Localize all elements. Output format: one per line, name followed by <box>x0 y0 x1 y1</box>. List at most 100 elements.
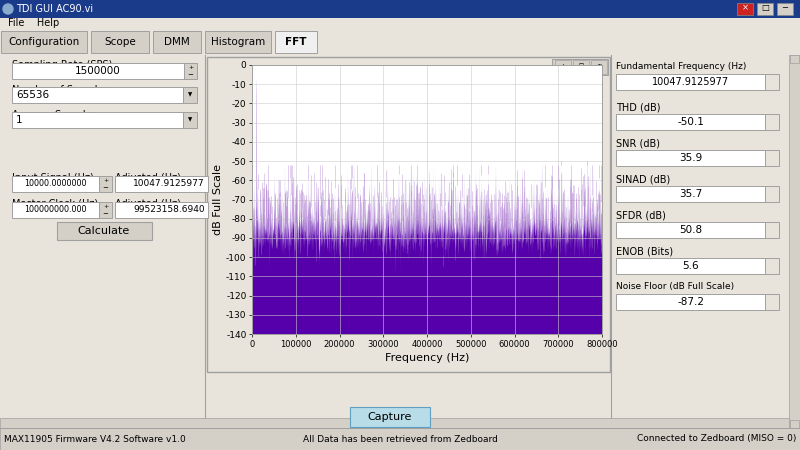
FancyBboxPatch shape <box>184 63 197 79</box>
Text: 35.9: 35.9 <box>679 153 702 163</box>
Text: Number of Samples: Number of Samples <box>12 85 109 95</box>
FancyBboxPatch shape <box>12 176 99 192</box>
Text: ▼: ▼ <box>188 93 192 98</box>
FancyBboxPatch shape <box>616 258 765 274</box>
Text: 1500000: 1500000 <box>75 66 121 76</box>
FancyBboxPatch shape <box>616 74 765 90</box>
FancyBboxPatch shape <box>205 31 271 53</box>
Text: 🔍: 🔍 <box>578 63 583 72</box>
FancyBboxPatch shape <box>790 420 799 428</box>
Text: -50.1: -50.1 <box>677 117 704 127</box>
Text: ⚙: ⚙ <box>595 63 602 72</box>
FancyBboxPatch shape <box>99 202 112 218</box>
FancyBboxPatch shape <box>790 55 799 63</box>
Text: 10000.0000000: 10000.0000000 <box>24 180 86 189</box>
Text: Histogram: Histogram <box>211 37 265 47</box>
FancyBboxPatch shape <box>757 3 773 15</box>
FancyBboxPatch shape <box>765 150 779 166</box>
FancyBboxPatch shape <box>616 222 765 238</box>
FancyBboxPatch shape <box>591 60 607 74</box>
FancyBboxPatch shape <box>183 87 197 103</box>
Text: File    Help: File Help <box>8 18 59 28</box>
FancyBboxPatch shape <box>737 3 753 15</box>
Text: −: − <box>102 211 109 217</box>
FancyBboxPatch shape <box>91 31 149 53</box>
Text: Scope: Scope <box>104 37 136 47</box>
Text: ENOB (Bits): ENOB (Bits) <box>616 246 673 256</box>
FancyBboxPatch shape <box>555 60 571 74</box>
FancyBboxPatch shape <box>0 0 800 18</box>
FancyBboxPatch shape <box>765 258 779 274</box>
Text: 50.8: 50.8 <box>679 225 702 235</box>
Text: FFT: FFT <box>286 37 306 47</box>
FancyBboxPatch shape <box>115 176 208 192</box>
FancyBboxPatch shape <box>1 31 87 53</box>
Text: Configuration: Configuration <box>8 37 80 47</box>
Text: 1: 1 <box>16 115 22 125</box>
FancyBboxPatch shape <box>765 114 779 130</box>
FancyBboxPatch shape <box>115 202 208 218</box>
FancyBboxPatch shape <box>12 87 183 103</box>
FancyBboxPatch shape <box>207 57 610 372</box>
Text: +: + <box>188 65 193 70</box>
FancyBboxPatch shape <box>765 294 779 310</box>
Text: SFDR (dB): SFDR (dB) <box>616 210 666 220</box>
Text: Calculate: Calculate <box>78 226 130 236</box>
FancyBboxPatch shape <box>12 63 184 79</box>
FancyBboxPatch shape <box>0 18 800 30</box>
FancyBboxPatch shape <box>552 59 608 75</box>
X-axis label: Frequency (Hz): Frequency (Hz) <box>385 353 469 363</box>
FancyBboxPatch shape <box>99 176 112 192</box>
Text: −: − <box>782 3 789 12</box>
FancyBboxPatch shape <box>153 31 201 53</box>
Text: Input Signal (Hz): Input Signal (Hz) <box>12 173 94 183</box>
Text: 35.7: 35.7 <box>679 189 702 199</box>
Text: 10047.9125977: 10047.9125977 <box>134 180 205 189</box>
Text: Connected to Zedboard (MISO = 0): Connected to Zedboard (MISO = 0) <box>637 435 796 444</box>
FancyBboxPatch shape <box>616 294 765 310</box>
FancyBboxPatch shape <box>0 30 800 55</box>
Text: +: + <box>559 63 566 72</box>
Text: Average Samples: Average Samples <box>12 110 97 120</box>
Text: Fundamental Frequency (Hz): Fundamental Frequency (Hz) <box>616 62 746 71</box>
FancyBboxPatch shape <box>275 31 317 53</box>
Y-axis label: dB Full Scale: dB Full Scale <box>213 164 223 235</box>
Text: SNR (dB): SNR (dB) <box>616 138 660 148</box>
FancyBboxPatch shape <box>777 3 793 15</box>
Text: THD (dB): THD (dB) <box>616 102 661 112</box>
Text: ×: × <box>742 3 749 12</box>
Text: □: □ <box>761 3 769 12</box>
Text: Noise Floor (dB Full Scale): Noise Floor (dB Full Scale) <box>616 282 734 291</box>
Text: −: − <box>102 184 109 191</box>
FancyBboxPatch shape <box>616 114 765 130</box>
FancyBboxPatch shape <box>789 55 800 428</box>
FancyBboxPatch shape <box>57 222 152 240</box>
Circle shape <box>3 4 13 14</box>
Text: DMM: DMM <box>164 37 190 47</box>
FancyBboxPatch shape <box>765 74 779 90</box>
FancyBboxPatch shape <box>350 407 430 427</box>
Text: 100000000.000: 100000000.000 <box>24 206 86 215</box>
Text: 65536: 65536 <box>16 90 49 100</box>
FancyBboxPatch shape <box>183 112 197 128</box>
Text: Sampling Rate (SPS): Sampling Rate (SPS) <box>12 60 112 70</box>
FancyBboxPatch shape <box>0 428 800 450</box>
Text: Adjusted (Hz): Adjusted (Hz) <box>115 199 181 209</box>
Text: +: + <box>103 178 108 183</box>
FancyBboxPatch shape <box>573 60 589 74</box>
Text: SINAD (dB): SINAD (dB) <box>616 174 670 184</box>
Text: +: + <box>103 204 108 209</box>
FancyBboxPatch shape <box>765 186 779 202</box>
Text: -87.2: -87.2 <box>677 297 704 307</box>
FancyBboxPatch shape <box>616 186 765 202</box>
Text: 10047.9125977: 10047.9125977 <box>652 77 729 87</box>
Text: Adjusted (Hz): Adjusted (Hz) <box>115 173 181 183</box>
FancyBboxPatch shape <box>0 55 800 428</box>
Text: ▼: ▼ <box>188 117 192 122</box>
Text: TDI GUI AC90.vi: TDI GUI AC90.vi <box>16 4 93 14</box>
FancyBboxPatch shape <box>12 202 99 218</box>
FancyBboxPatch shape <box>765 222 779 238</box>
Text: −: − <box>187 72 194 78</box>
Text: MAX11905 Firmware V4.2 Software v1.0: MAX11905 Firmware V4.2 Software v1.0 <box>4 435 186 444</box>
Text: 99523158.6940: 99523158.6940 <box>134 206 205 215</box>
